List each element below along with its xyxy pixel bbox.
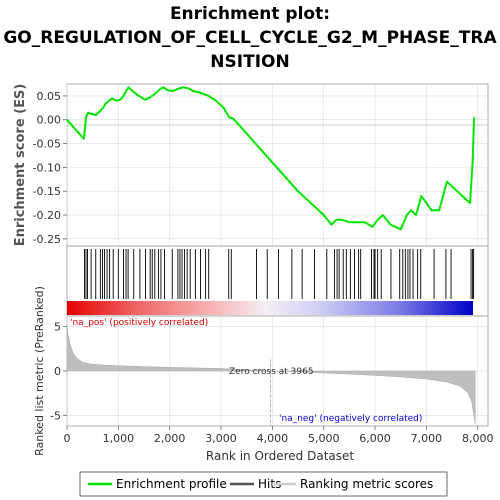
legend-enrichment-profile-label: Enrichment profile <box>116 477 227 491</box>
x-axis-ticks: 0 1,000 2,000 3,000 4,000 5,000 6,000 7,000 8,00… <box>64 426 494 445</box>
x-tick-label: 6,000 <box>359 432 391 445</box>
es-y-ticks: 0.05 0.00 -0.05 -0.10 -0.15 -0.20 -0.25 <box>33 90 67 246</box>
es-tick-label: -0.25 <box>33 233 61 246</box>
es-y-axis-label: Enrichment score (ES) <box>13 84 28 247</box>
x-tick-label: 1,000 <box>103 432 135 445</box>
enrichment-profile-line <box>66 86 476 231</box>
es-tick-label: 0.00 <box>37 114 62 127</box>
metric-tick-label: -5 <box>50 409 61 422</box>
na-neg-label: 'na_neg' (negatively correlated) <box>279 414 422 424</box>
es-tick-label: -0.05 <box>33 138 61 151</box>
x-axis-label: Rank in Ordered Dataset <box>206 449 354 463</box>
rank-color-bar <box>67 301 473 315</box>
es-tick-label: -0.15 <box>33 185 61 198</box>
es-panel <box>66 83 489 247</box>
x-tick-label: 2,000 <box>154 432 186 445</box>
x-tick-label: 7,000 <box>411 432 443 445</box>
es-tick-label: -0.10 <box>33 161 61 174</box>
hits-marks <box>84 249 475 299</box>
x-tick-label: 8,000 <box>462 432 494 445</box>
chart-title-line-1: Enrichment plot: <box>170 4 330 24</box>
metric-y-ticks: 5 0 -5 <box>50 321 67 422</box>
na-pos-label: 'na_pos' (positively correlated) <box>70 318 208 328</box>
chart-title-line-2: GO_REGULATION_OF_CELL_CYCLE_G2_M_PHASE_T… <box>3 28 497 48</box>
zero-cross-label: Zero cross at 3965 <box>229 367 314 377</box>
x-tick-label: 5,000 <box>308 432 340 445</box>
metric-tick-label: 5 <box>54 321 61 334</box>
es-gridlines <box>66 84 488 246</box>
legend-box <box>79 471 448 497</box>
ranked-metric-area <box>66 323 476 425</box>
es-tick-label: -0.20 <box>33 209 61 222</box>
es-tick-label: 0.05 <box>37 90 62 103</box>
legend-hits-label: Hits <box>258 477 281 491</box>
x-tick-label: 3,000 <box>205 432 237 445</box>
x-tick-label: 4,000 <box>257 432 289 445</box>
chart-title-line-3: NSITION <box>210 52 289 72</box>
metric-tick-label: 0 <box>54 365 61 378</box>
legend-ranking-metric-label: Ranking metric scores <box>300 477 433 491</box>
x-tick-label: 0 <box>64 432 71 445</box>
metric-y-axis-label: Ranked list metric (PreRanked) <box>33 286 46 456</box>
